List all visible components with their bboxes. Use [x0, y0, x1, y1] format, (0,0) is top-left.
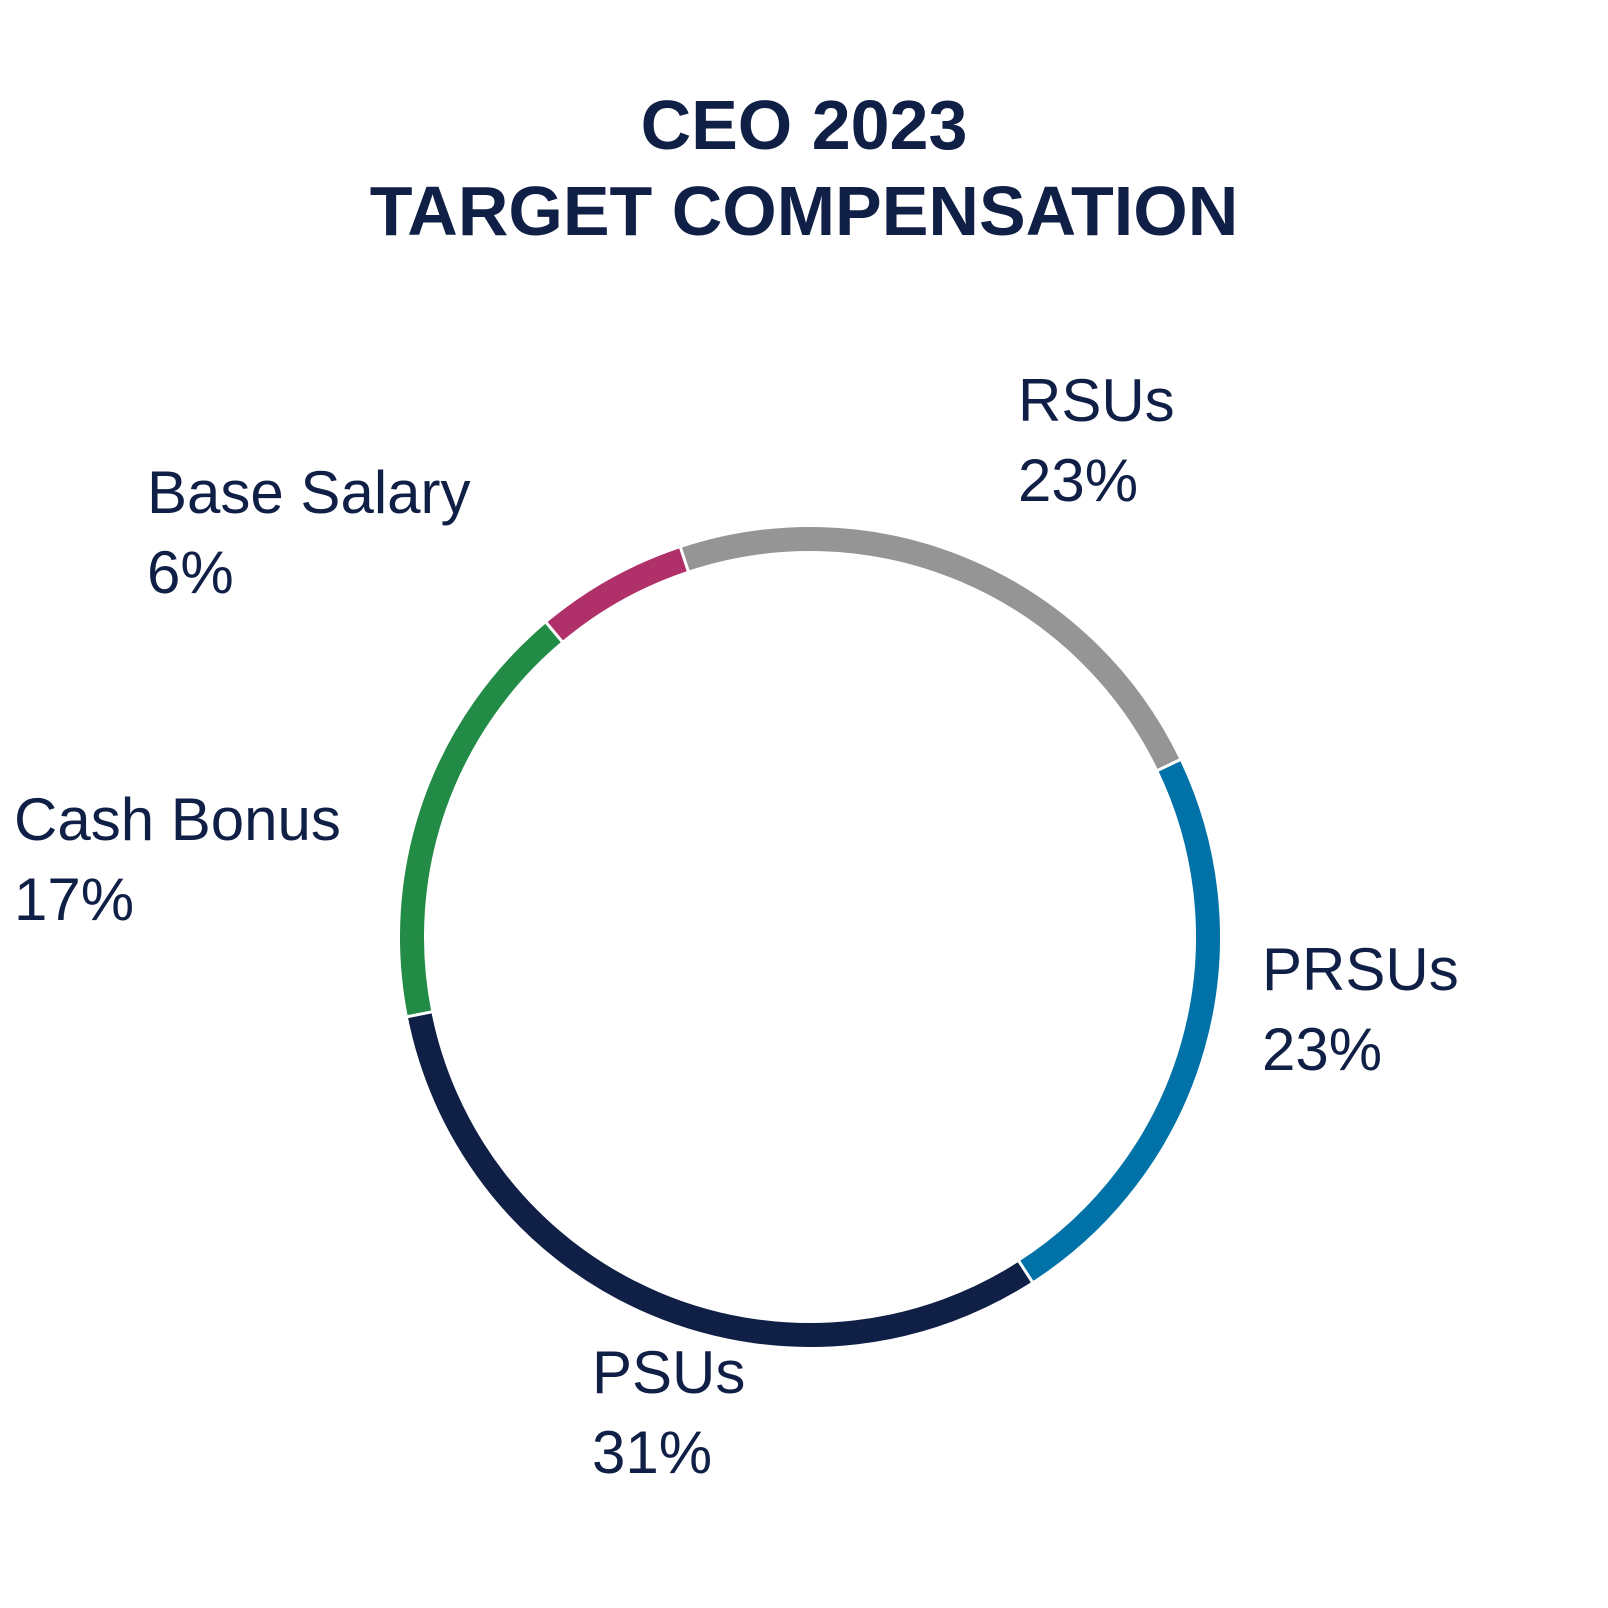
label-base-salary-value: 6% [147, 539, 234, 606]
label-rsus: RSUs 23% [1018, 361, 1175, 521]
label-psus-value: 31% [592, 1419, 713, 1486]
label-prsus: PRSUs 23% [1262, 930, 1459, 1090]
label-base-salary-name: Base Salary [147, 459, 471, 526]
label-psus: PSUs 31% [592, 1333, 745, 1493]
slice-separator [1016, 1258, 1035, 1285]
slice-cash-bonus [400, 622, 562, 1017]
label-cash-bonus: Cash Bonus 17% [14, 780, 341, 940]
slice-separator [405, 1010, 434, 1019]
label-rsus-value: 23% [1018, 447, 1139, 514]
slice-separator [1155, 757, 1183, 773]
label-prsus-name: PRSUs [1262, 936, 1459, 1003]
slice-prsus [1019, 759, 1220, 1282]
label-psus-name: PSUs [592, 1339, 746, 1406]
label-base-salary: Base Salary 6% [147, 453, 471, 613]
chart-title-line-2: TARGET COMPENSATION [369, 172, 1239, 250]
label-prsus-value: 23% [1262, 1016, 1383, 1083]
slice-base-salary [546, 547, 689, 642]
slice-separator [544, 620, 565, 644]
label-cash-bonus-value: 17% [14, 866, 135, 933]
slice-psus [407, 1011, 1033, 1347]
chart-title-line-1: CEO 2023 [640, 86, 968, 164]
chart-title: CEO 2023 TARGET COMPENSATION [0, 82, 1608, 254]
slice-rsus [680, 527, 1180, 771]
label-rsus-name: RSUs [1018, 367, 1175, 434]
slice-separator [678, 545, 691, 574]
label-cash-bonus-name: Cash Bonus [14, 786, 341, 853]
